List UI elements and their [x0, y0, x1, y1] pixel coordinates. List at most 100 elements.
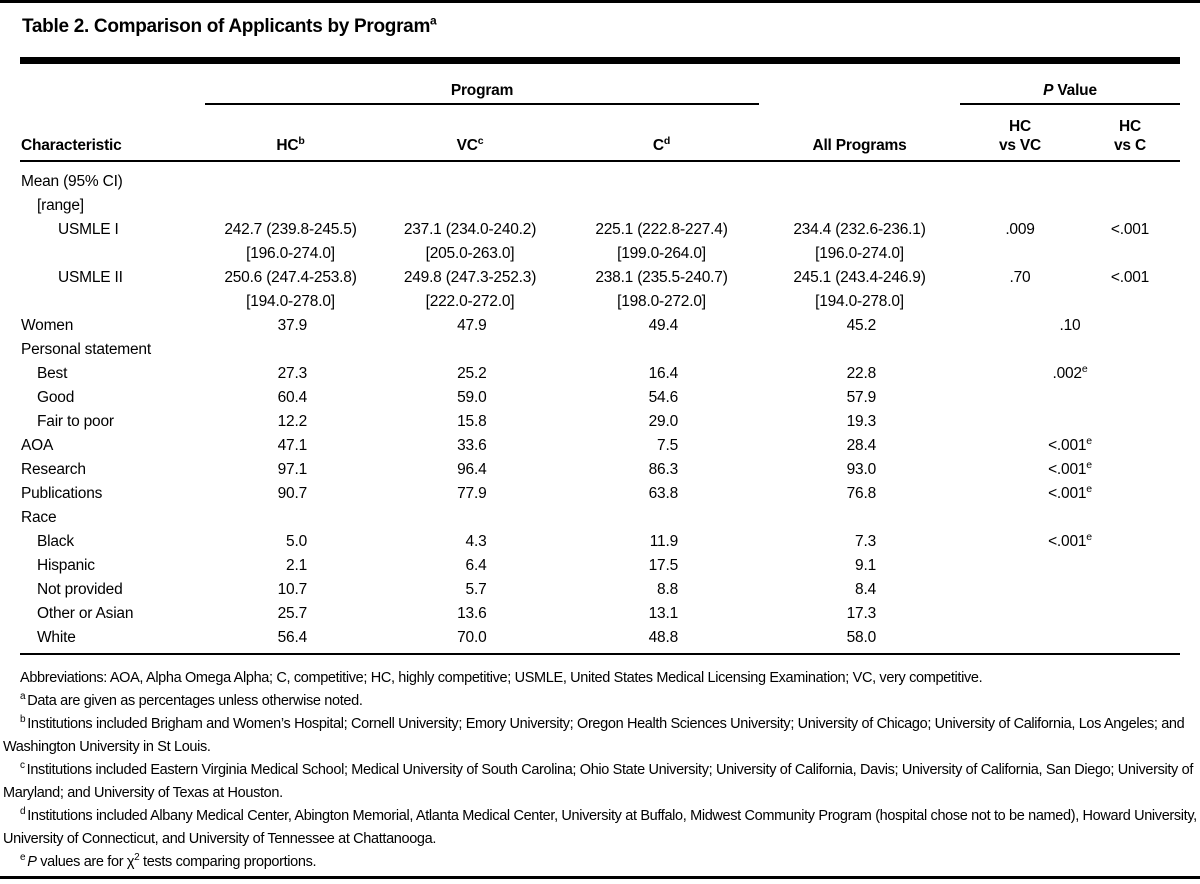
value-cell-hc: 12.2 — [205, 410, 376, 434]
col-header-characteristic: Characteristic — [20, 104, 205, 162]
spacer-cell — [20, 64, 205, 104]
mean-ci-value: 234.4 (232.6-236.1) — [793, 221, 926, 238]
col-header-vc-label: VC — [456, 137, 478, 154]
mean-ci-value: 249.8 (247.3-252.3) — [403, 269, 537, 286]
spacer-cell — [759, 64, 960, 104]
footnote-marker: 2 — [134, 852, 140, 864]
value-cell-hc: 90.7 — [205, 482, 376, 506]
col-header-hc-footnote-marker: b — [298, 134, 305, 147]
row-label: Publications — [21, 485, 103, 502]
value-cell-c: 29.0 — [564, 410, 759, 434]
table-title-text: Table 2. Comparison of Applicants by Pro… — [22, 16, 431, 37]
cell-value: 29.0 — [648, 413, 679, 430]
table-bottom-rule — [20, 653, 1180, 655]
col-header-all-programs: All Programs — [759, 104, 960, 162]
p-value-span: .002e — [1052, 362, 1088, 382]
cell-value: 28.4 — [846, 437, 877, 454]
footnote-text: Institutions included Albany Medical Cen… — [3, 808, 1197, 847]
cell-value: 56.4 — [277, 629, 308, 646]
value-cell-vc: 13.6 — [376, 602, 564, 626]
comparison-table: Program P Value Characteristic HCb VCc C… — [20, 64, 1180, 650]
table-row: [range] — [20, 194, 1180, 218]
col-header-c-footnote-marker: d — [663, 134, 671, 147]
cell-value: 33.6 — [457, 437, 487, 454]
row-label: Good — [37, 389, 75, 406]
col-header-all-programs-label: All Programs — [812, 137, 907, 154]
footnote: c Institutions included Eastern Virginia … — [3, 759, 1198, 805]
value-cell-all-programs: 93.0 — [759, 458, 960, 482]
footnote-text: Data are given as percentages unless oth… — [27, 693, 363, 709]
p-value-footnote-marker: e — [1081, 362, 1088, 375]
row-label: USMLE II — [58, 269, 123, 286]
p-value-hc-vs-vc: .70 — [1009, 269, 1031, 286]
value-cell-vc: 59.0 — [376, 386, 564, 410]
p-value-empty — [960, 554, 1180, 578]
footnote-marker: b — [20, 714, 26, 726]
value-cell-hc: 37.9 — [205, 314, 376, 338]
value-cell-vc: 5.7 — [376, 578, 564, 602]
row-label: Research — [21, 461, 86, 478]
cell-value: 5.7 — [465, 581, 487, 598]
cell-value: 49.4 — [648, 317, 679, 334]
cell-value: 70.0 — [457, 629, 487, 646]
cell-value: 5.0 — [286, 533, 307, 550]
row-label: Black — [37, 533, 74, 550]
value-cell-vc: 15.8 — [376, 410, 564, 434]
value-cell-all-programs: 76.8 — [759, 482, 960, 506]
value-cell-c: 7.5 — [564, 434, 759, 458]
value-cell-c: 11.9 — [564, 530, 759, 554]
cell-value: 77.9 — [457, 485, 487, 502]
group-header-row: Program P Value — [20, 64, 1180, 105]
cell-value: 2.1 — [286, 557, 307, 574]
table-row: USMLE II 250.6 (247.4-253.8) [194.0-278.0]… — [20, 266, 1180, 314]
p-value-hc-vs-c: <.001 — [1110, 221, 1150, 238]
cell-value: 63.8 — [648, 485, 679, 502]
cell-value: 25.7 — [277, 605, 308, 622]
empty-cells — [205, 194, 1180, 218]
range-value: [194.0-278.0] — [815, 293, 904, 310]
table-row: Women 37.9 47.9 49.4 45.2 .10 — [20, 314, 1180, 338]
cell-value: 8.4 — [855, 581, 876, 598]
table-row: Hispanic 2.1 6.4 17.5 9.1 — [20, 554, 1180, 578]
p-value-footnote-marker: e — [1086, 434, 1092, 447]
value-cell-c: 16.4 — [564, 362, 759, 386]
p-value-span: .10 — [1059, 317, 1081, 334]
row-label: Best — [37, 365, 68, 382]
p-value-footnote-marker: e — [1086, 482, 1092, 495]
cell-value: 47.1 — [277, 437, 308, 454]
value-cell-all-programs: 57.9 — [759, 386, 960, 410]
table-row: Black 5.0 4.3 11.9 7.3 <.001e — [20, 530, 1180, 554]
value-cell-hc: 97.1 — [205, 458, 376, 482]
top-divider-line — [0, 0, 1200, 3]
cell-value: 45.2 — [846, 317, 877, 334]
range-value: [196.0-274.0] — [815, 245, 904, 262]
value-cell-c: 48.8 — [564, 626, 759, 650]
mean-ci-value: 238.1 (235.5-240.7) — [595, 269, 728, 286]
value-cell-all-programs: 245.1 (243.4-246.9) [194.0-278.0] — [759, 266, 960, 314]
range-value: [196.0-274.0] — [246, 245, 335, 262]
mean-ci-value: 225.1 (222.8-227.4) — [595, 221, 728, 238]
value-cell-c: 86.3 — [564, 458, 759, 482]
table-row: White 56.4 70.0 48.8 58.0 — [20, 626, 1180, 650]
footnote-text: Institutions included Brigham and Women’… — [3, 716, 1185, 755]
value-cell-hc: 2.1 — [205, 554, 376, 578]
p-value-span: <.001e — [1048, 530, 1092, 550]
value-cell-hc: 242.7 (239.8-245.5) [196.0-274.0] — [205, 218, 376, 266]
program-group-header: Program — [205, 64, 759, 105]
p-value-empty — [960, 578, 1180, 602]
value-cell-vc: 70.0 — [376, 626, 564, 650]
table-row: AOA 47.1 33.6 7.5 28.4 <.001e — [20, 434, 1180, 458]
table-row: Mean (95% CI) — [20, 161, 1180, 194]
cell-value: 10.7 — [277, 581, 308, 598]
table-row: Good 60.4 59.0 54.6 57.9 — [20, 386, 1180, 410]
footnote: b Institutions included Brigham and Women… — [3, 713, 1198, 759]
cell-value: 7.3 — [855, 533, 876, 550]
cell-value: 96.4 — [457, 461, 487, 478]
footnote: Abbreviations: AOA, Alpha Omega Alpha; C… — [3, 667, 1198, 690]
table-row: Publications 90.7 77.9 63.8 76.8 <.001e — [20, 482, 1180, 506]
table-row: Race — [20, 506, 1180, 530]
col-header-vc-footnote-marker: c — [477, 134, 484, 147]
range-value: [198.0-272.0] — [617, 293, 706, 310]
col-header-hc-vs-vc: HC vs VC — [960, 104, 1080, 162]
